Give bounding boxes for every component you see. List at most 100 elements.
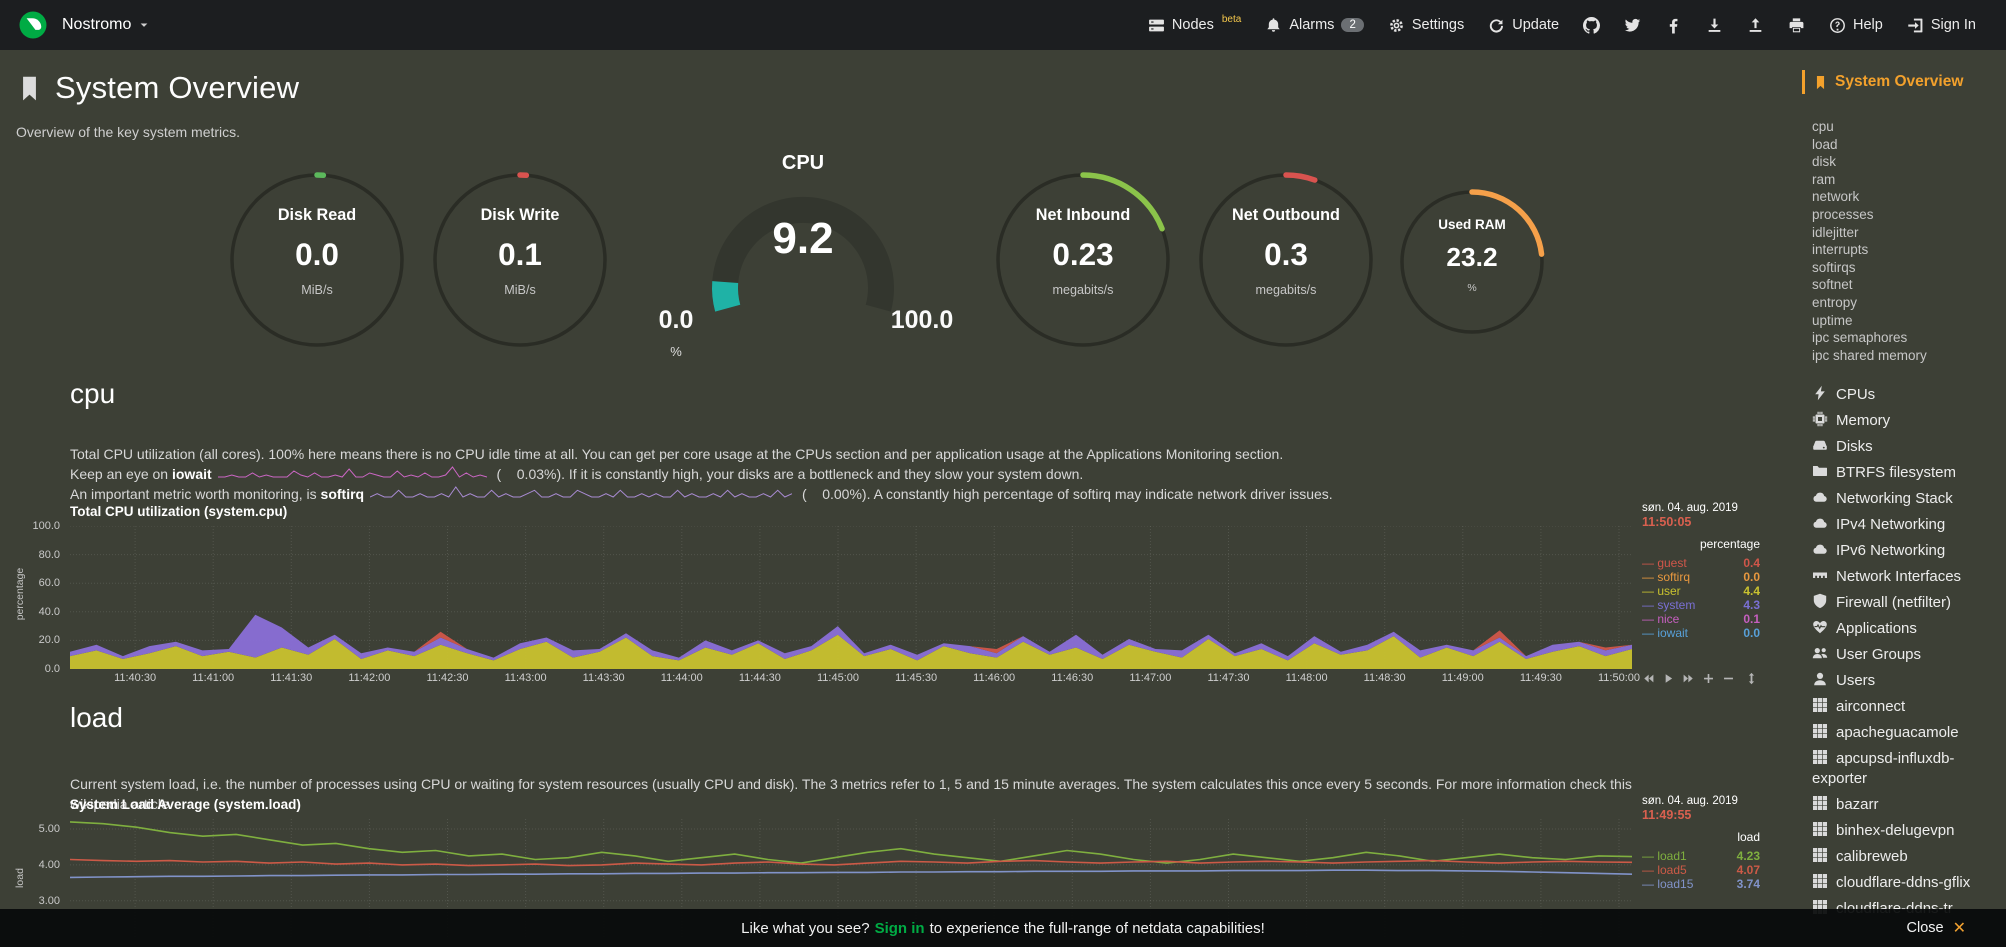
gauge-net-outbound[interactable]: Net Outbound 0.3 megabits/s xyxy=(1196,170,1376,350)
sidebar-section-btrfs-filesystem[interactable]: BTRFS filesystem xyxy=(1812,460,2002,486)
y-tick-label: 20.0 xyxy=(38,634,60,647)
sidebar-section-applications[interactable]: Applications xyxy=(1812,616,2002,642)
gauge-value: 0.23 xyxy=(1052,235,1114,272)
x-tick-label: 11:47:00 xyxy=(1129,672,1172,684)
chart-time: 11:50:05 xyxy=(1642,515,1692,529)
sidebar-section-disks[interactable]: Disks xyxy=(1812,434,2002,460)
sidebar-section-cloudflare-ddns-gflix[interactable]: cloudflare-ddns-gflix xyxy=(1812,870,2002,896)
topbar-github-button[interactable] xyxy=(1583,16,1601,34)
topbar-facebook-button[interactable] xyxy=(1665,17,1682,34)
sidebar-section-ipv6-networking[interactable]: IPv6 Networking xyxy=(1812,538,2002,564)
topbar-settings-button[interactable]: Settings xyxy=(1388,17,1464,34)
sidebar-subitem-load[interactable]: load xyxy=(1812,136,1838,152)
chart-zoom-out-button[interactable] xyxy=(1722,670,1735,688)
legend-row-iowait[interactable]: — iowait 0.0 xyxy=(1642,626,1760,640)
sidebar-section-binhex-delugevpn[interactable]: binhex-delugevpn xyxy=(1812,818,2002,844)
cloud-icon xyxy=(1813,518,1827,529)
gauge-unit: % xyxy=(670,344,682,359)
x-tick-label: 11:41:00 xyxy=(192,672,235,684)
sidebar-section-users[interactable]: Users xyxy=(1812,668,2002,694)
topbar-help-button[interactable]: Help xyxy=(1829,17,1883,34)
chart-zoom-in-button[interactable] xyxy=(1702,670,1715,688)
sidebar-section-bazarr[interactable]: bazarr xyxy=(1812,792,2002,818)
sidebar-item-system-overview[interactable]: System Overview xyxy=(1802,70,2002,94)
sidebar-subitem-interrupts[interactable]: interrupts xyxy=(1812,242,1869,258)
sidebar-subitem-processes[interactable]: processes xyxy=(1812,206,1874,222)
chart-pan-left-button[interactable] xyxy=(1642,670,1655,688)
hostname-label: Nostromo xyxy=(62,16,132,33)
gauge-ring xyxy=(432,172,608,348)
gauge-disk-write[interactable]: Disk Write 0.1 MiB/s xyxy=(430,170,610,350)
pan-right-icon xyxy=(1683,674,1693,683)
sidebar-subitem-ram[interactable]: ram xyxy=(1812,171,1836,187)
sidebar-subitem-softnet[interactable]: softnet xyxy=(1812,277,1853,293)
gauge-title: Disk Read xyxy=(277,206,357,224)
zoom-out-icon xyxy=(1724,677,1733,680)
sidebar-subitem-idlejitter[interactable]: idlejitter xyxy=(1812,224,1859,240)
topbar-download-button[interactable] xyxy=(1706,17,1723,34)
legend-row-system[interactable]: — system 4.3 xyxy=(1642,598,1760,612)
topbar-print-button[interactable] xyxy=(1788,17,1805,34)
gauge-unit: megabits/s xyxy=(1052,283,1114,298)
hostname-dropdown[interactable]: Nostromo xyxy=(62,16,150,34)
sidebar-subitem-cpu[interactable]: cpu xyxy=(1812,119,1834,134)
sidebar-section-apacheguacamole[interactable]: apacheguacamole xyxy=(1812,720,2002,746)
sidebar-section-memory[interactable]: Memory xyxy=(1812,408,2002,434)
topbar-nodes-button[interactable]: Nodes beta xyxy=(1148,14,1241,34)
legend-row-guest[interactable]: — guest 0.4 xyxy=(1642,556,1760,570)
sidebar-section-cpus[interactable]: CPUs xyxy=(1812,382,2002,408)
bell-icon xyxy=(1267,17,1280,32)
legend-row-load15[interactable]: — load15 3.74 xyxy=(1642,877,1760,891)
legend-row-nice[interactable]: — nice 0.1 xyxy=(1642,612,1760,626)
hdd-icon xyxy=(1813,441,1827,451)
sidebar-section-ipv4-networking[interactable]: IPv4 Networking xyxy=(1812,512,2002,538)
cpu-plot[interactable] xyxy=(70,526,1632,669)
topbar-alarms-button[interactable]: Alarms 2 xyxy=(1265,17,1364,34)
netdata-logo[interactable] xyxy=(18,10,48,40)
users-icon xyxy=(1812,648,1828,659)
gauge-disk-read[interactable]: Disk Read 0.0 MiB/s xyxy=(227,170,407,350)
github-icon xyxy=(1583,16,1601,34)
gauge-cpu[interactable]: CPU 9.2 0.0 100.0% xyxy=(653,150,954,368)
chart-time: 11:49:55 xyxy=(1642,808,1692,822)
topbar-signin-button[interactable]: Sign In xyxy=(1907,17,1976,34)
topbar-update-button[interactable]: Update xyxy=(1488,17,1559,34)
gauge-title: Used RAM xyxy=(1438,217,1506,232)
legend-row-user[interactable]: — user 4.4 xyxy=(1642,584,1760,598)
sidebar-section-airconnect[interactable]: airconnect xyxy=(1812,694,2002,720)
legend-row-load1[interactable]: — load1 4.23 xyxy=(1642,849,1760,863)
sidebar-subitem-network[interactable]: network xyxy=(1812,189,1860,205)
sidebar-subitem-uptime[interactable]: uptime xyxy=(1812,312,1853,328)
sidebar-section-network-interfaces[interactable]: Network Interfaces xyxy=(1812,564,2002,590)
signin-link[interactable]: Sign in xyxy=(874,919,925,937)
gauge-unit: megabits/s xyxy=(1255,283,1317,298)
close-button[interactable]: Close ✕ xyxy=(1906,920,1966,937)
sidebar-subitem-ipc-semaphores[interactable]: ipc semaphores xyxy=(1812,330,1908,346)
gauge-used-ram[interactable]: Used RAM 23.2% xyxy=(1397,187,1547,337)
gauge-unit: MiB/s xyxy=(504,283,536,298)
chart-pan-right-button[interactable] xyxy=(1682,670,1695,688)
sidebar-sections: CPUs Memory Disks BTRFS filesystem Networkin… xyxy=(1812,382,2002,922)
sidebar-section-firewall-netfilter[interactable]: Firewall (netfilter) xyxy=(1812,590,2002,616)
sidebar-section-user-groups[interactable]: User Groups xyxy=(1812,642,2002,668)
sidebar-subitem-softirqs[interactable]: softirqs xyxy=(1812,259,1856,275)
chart-resize-button[interactable] xyxy=(1745,670,1758,688)
sidebar-section-apcupsd-influxdb-exporter[interactable]: apcupsd-influxdb-exporter xyxy=(1812,750,1955,788)
legend-row-softirq[interactable]: — softirq 0.0 xyxy=(1642,570,1760,584)
cpu-description-line3: An important metric worth monitoring, is… xyxy=(70,486,1333,502)
sidebar-subitem-disk[interactable]: disk xyxy=(1812,154,1837,170)
sidebar-section-networking-stack[interactable]: Networking Stack xyxy=(1812,486,2002,512)
chart-play-button[interactable] xyxy=(1662,670,1675,688)
sidebar-section-calibreweb[interactable]: calibreweb xyxy=(1812,844,2002,870)
topbar-upload-button[interactable] xyxy=(1747,17,1764,34)
sidebar-subitem-entropy[interactable]: entropy xyxy=(1812,294,1858,310)
chart-toolbar xyxy=(1642,670,1758,688)
chart-date: søn. 04. aug. 2019 xyxy=(1642,795,1738,807)
cpu-description: Total CPU utilization (all cores). 100% … xyxy=(70,444,1670,504)
gear-icon xyxy=(1389,18,1403,32)
legend-row-load5[interactable]: — load5 4.07 xyxy=(1642,863,1760,877)
gauge-net-inbound[interactable]: Net Inbound 0.23 megabits/s xyxy=(993,170,1173,350)
print-icon xyxy=(1789,17,1804,32)
topbar-twitter-button[interactable] xyxy=(1624,17,1641,34)
sidebar-subitem-ipc-shared-memory[interactable]: ipc shared memory xyxy=(1812,347,1927,363)
